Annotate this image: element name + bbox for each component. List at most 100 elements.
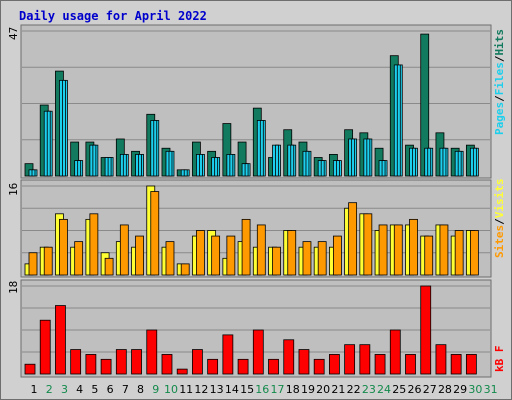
bar-kb — [465, 354, 477, 375]
bar-sites — [180, 263, 190, 276]
bar-pages — [168, 150, 173, 177]
bar-pages — [472, 147, 477, 177]
x-tick-label: 22 — [347, 383, 361, 396]
bar-kb — [389, 329, 401, 375]
bar-kb — [192, 349, 203, 375]
bar-kb — [55, 305, 66, 375]
x-tick-label: 31 — [484, 383, 498, 396]
bar-pages — [153, 120, 158, 177]
x-tick-label: 6 — [107, 383, 114, 396]
bar-pages — [442, 147, 447, 177]
bar-kb — [450, 354, 462, 375]
x-tick-label: 9 — [152, 383, 159, 396]
bar-kb — [435, 344, 447, 375]
bar-kb — [237, 358, 249, 375]
legend-files: Files — [493, 62, 506, 95]
bar-sites — [332, 235, 342, 276]
bar-pages — [77, 160, 82, 177]
bar-kb — [115, 349, 127, 375]
x-tick-label: 24 — [377, 383, 391, 396]
bar-sites — [424, 235, 434, 276]
bar-sites — [104, 257, 114, 276]
x-tick-label: 1 — [31, 383, 38, 396]
x-tick-label: 14 — [225, 383, 239, 396]
bar-pages — [366, 138, 371, 177]
bar-pages — [305, 150, 310, 177]
bar-sites — [28, 252, 38, 276]
bar-pages — [31, 169, 36, 177]
legend-separator: / — [493, 218, 506, 225]
bar-sites — [196, 230, 205, 276]
x-tick-label: 11 — [179, 383, 193, 396]
x-tick-label: 2 — [46, 383, 53, 396]
bar-kb — [146, 329, 158, 375]
x-tick-label: 16 — [255, 383, 269, 396]
bar-sites — [469, 230, 479, 276]
x-tick-label: 29 — [453, 383, 467, 396]
y-max-label-hits: 47 — [7, 27, 20, 40]
bar-sites — [393, 224, 403, 276]
bar-kb — [161, 354, 173, 375]
x-tick-label: 5 — [91, 383, 98, 396]
bar-kb — [222, 334, 234, 375]
bar-kb — [268, 358, 279, 375]
x-tick-label: 10 — [164, 383, 178, 396]
bar-pages — [412, 147, 416, 177]
x-tick-label: 23 — [362, 383, 376, 396]
legend-sites-panel: Sites/Visits — [493, 179, 506, 259]
bar-kb — [283, 339, 295, 375]
bar-sites — [287, 230, 297, 276]
bar-pages — [46, 110, 51, 177]
bar-kb — [24, 363, 36, 375]
x-tick-label: 7 — [122, 383, 129, 396]
bar-pages — [229, 154, 234, 177]
bar-kb — [328, 354, 340, 375]
chart-title: Daily usage for April 2022 — [19, 9, 207, 23]
bar-pages — [381, 160, 386, 177]
bar-sites — [135, 235, 144, 276]
bar-kb — [374, 354, 386, 375]
x-tick-label: 20 — [316, 383, 330, 396]
bar-sites — [454, 230, 464, 276]
bar-sites — [150, 191, 160, 276]
x-tick-label: 26 — [408, 383, 422, 396]
bar-pages — [138, 154, 142, 177]
x-tick-label: 8 — [137, 383, 144, 396]
bar-sites — [43, 246, 53, 276]
x-tick-label: 3 — [61, 383, 68, 396]
x-tick-label: 4 — [76, 383, 83, 396]
bar-sites — [302, 241, 312, 276]
x-tick-label: 28 — [438, 383, 452, 396]
bar-sites — [256, 224, 266, 276]
x-tick-label: 17 — [271, 383, 285, 396]
bar-pages — [259, 120, 264, 177]
bar-sites — [59, 218, 68, 276]
x-tick-label: 21 — [331, 383, 345, 396]
bar-pages — [244, 163, 249, 177]
bar-kb — [405, 354, 416, 375]
bar-kb — [39, 319, 51, 375]
bar-pages — [320, 160, 325, 177]
bar-pages — [122, 154, 127, 177]
bar-pages — [335, 160, 340, 177]
legend-pages: Pages — [493, 102, 506, 135]
legend-separator: / — [493, 95, 506, 102]
bar-pages — [457, 150, 462, 177]
bar-sites — [119, 224, 129, 276]
y-max-label-sites: 16 — [7, 183, 20, 196]
x-tick-label: 19 — [301, 383, 315, 396]
bar-kb — [207, 358, 219, 375]
x-tick-label: 25 — [392, 383, 406, 396]
bars-layer — [24, 33, 479, 375]
legend-kb-panel: kB F — [493, 346, 506, 373]
x-tick-label: 12 — [194, 383, 208, 396]
bar-sites — [211, 235, 221, 276]
x-tick-label: 30 — [468, 383, 482, 396]
bar-pages — [92, 144, 97, 177]
bar-pages — [396, 64, 401, 177]
bar-sites — [317, 241, 327, 276]
legend-separator: / — [493, 55, 506, 62]
bar-kb — [131, 349, 142, 375]
bar-pages — [427, 147, 432, 177]
legend-sites: Sites — [493, 225, 506, 258]
